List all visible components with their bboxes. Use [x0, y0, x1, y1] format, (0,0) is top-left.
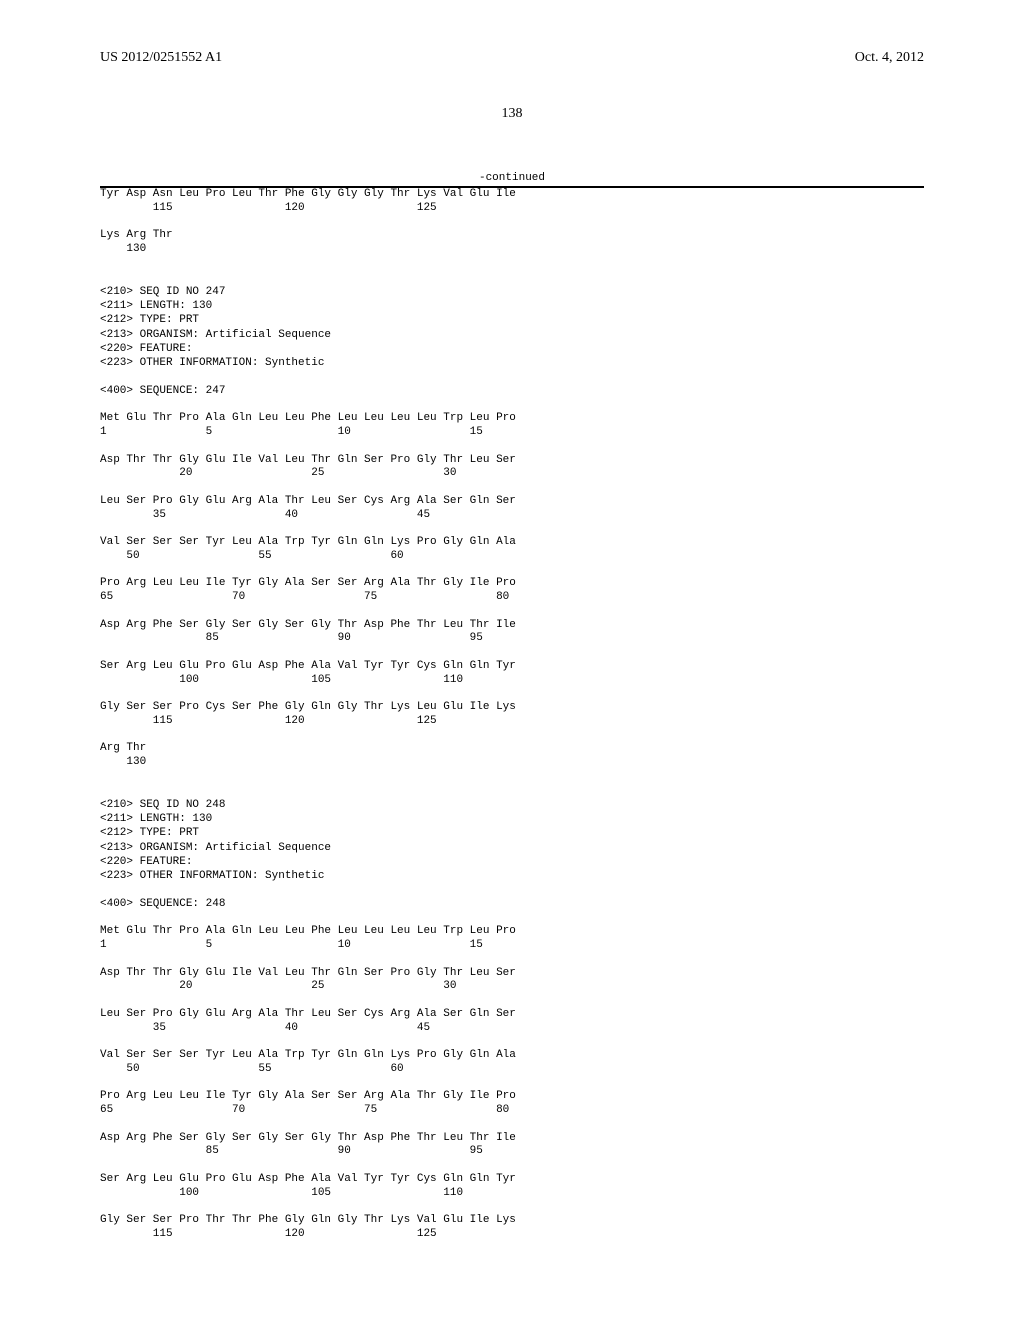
- sequence-247-meta: <210> SEQ ID NO 247 <211> LENGTH: 130 <2…: [100, 285, 924, 371]
- publication-number: US 2012/0251552 A1: [100, 50, 222, 66]
- sequence-248-body: Met Glu Thr Pro Ala Gln Leu Leu Phe Leu …: [100, 925, 924, 1241]
- publication-date: Oct. 4, 2012: [855, 50, 924, 66]
- sequence-248-label: <400> SEQUENCE: 248: [100, 898, 924, 912]
- page-header: US 2012/0251552 A1 Oct. 4, 2012: [100, 50, 924, 66]
- sequence-247-label: <400> SEQUENCE: 247: [100, 385, 924, 399]
- continued-label: -continued: [100, 172, 924, 184]
- page-number: 138: [100, 106, 924, 122]
- sequence-248-meta: <210> SEQ ID NO 248 <211> LENGTH: 130 <2…: [100, 798, 924, 884]
- sequence-247-body: Met Glu Thr Pro Ala Gln Leu Leu Phe Leu …: [100, 412, 924, 770]
- page: US 2012/0251552 A1 Oct. 4, 2012 138 -con…: [0, 0, 1024, 1302]
- sequence-246-tail: Tyr Asp Asn Leu Pro Leu Thr Phe Gly Gly …: [100, 188, 924, 257]
